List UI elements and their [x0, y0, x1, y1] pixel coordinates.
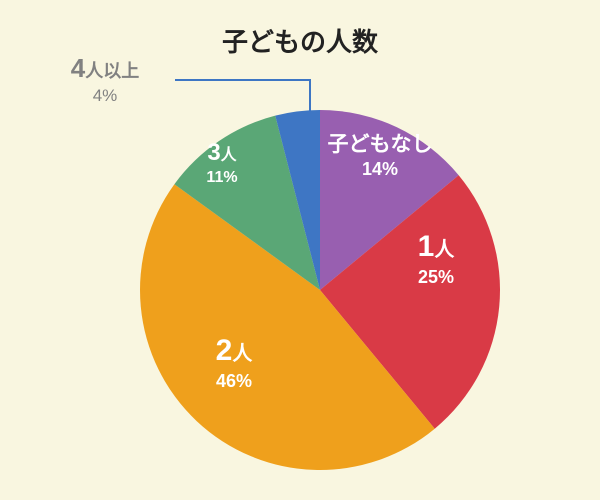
slice-label-two: 2人 46% — [189, 332, 279, 393]
callout-leader-line — [175, 80, 310, 112]
slice-label-three-text: 3 — [207, 139, 220, 166]
callout-four-pct: 4% — [93, 86, 118, 105]
slice-label-two-pct: 46% — [216, 371, 252, 391]
chart-container: 子どもの人数 子どもなし 14% 1人 25% 2人 46% 3人 11% 4人… — [0, 0, 600, 500]
slice-label-one-suffix: 人 — [434, 239, 454, 261]
callout-four: 4人以上 4% — [40, 52, 170, 107]
slice-label-one-text: 1 — [418, 230, 435, 263]
slice-label-three-suffix: 人 — [221, 147, 237, 164]
slice-label-three: 3人 11% — [182, 138, 262, 188]
slice-label-two-text: 2 — [216, 334, 233, 367]
slice-label-none-text: 子どもなし — [328, 133, 433, 156]
slice-label-none-pct: 14% — [362, 159, 398, 179]
slice-label-one-pct: 25% — [418, 267, 454, 287]
callout-four-text: 4 — [71, 53, 85, 83]
slice-label-two-suffix: 人 — [232, 343, 252, 365]
slice-label-three-pct: 11% — [206, 169, 237, 186]
callout-four-suffix: 人以上 — [85, 61, 139, 81]
slice-label-none: 子どもなし 14% — [315, 132, 445, 181]
slice-label-one: 1人 25% — [391, 228, 481, 289]
